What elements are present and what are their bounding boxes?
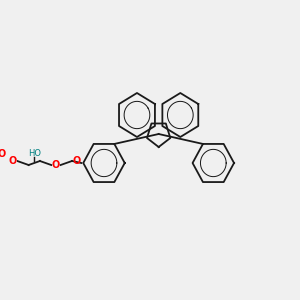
Text: O: O (0, 149, 5, 159)
Text: O: O (73, 156, 81, 166)
Text: O: O (8, 156, 17, 166)
Text: O: O (52, 160, 60, 170)
Text: HO: HO (28, 148, 41, 158)
